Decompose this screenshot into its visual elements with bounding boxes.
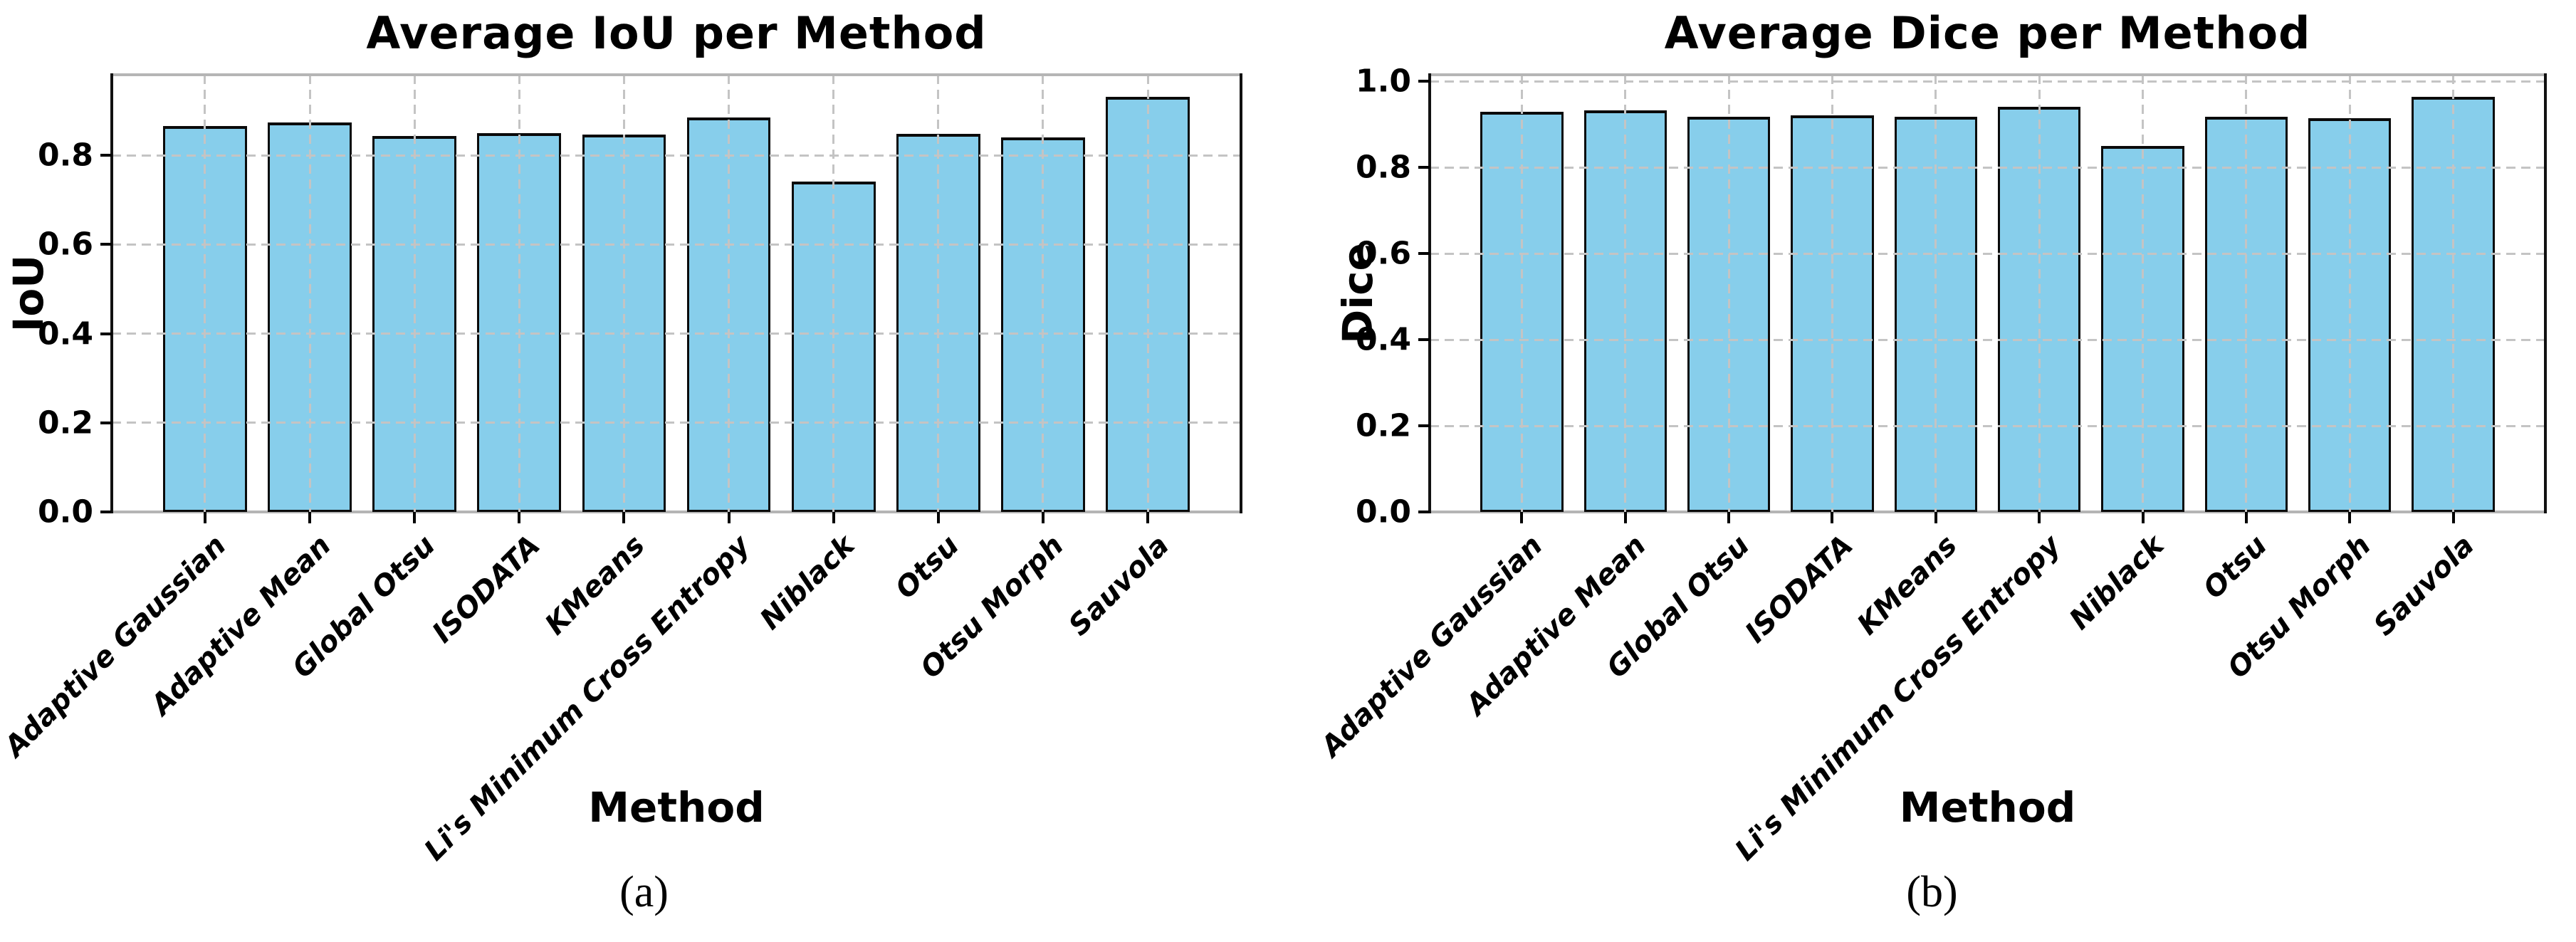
- bar-isodata: [1791, 115, 1874, 512]
- x-tick-adaptive-gaussian: [1520, 512, 1524, 523]
- y-tick-label-0.6: 0.6: [38, 226, 93, 263]
- x-tick-isodata: [1831, 512, 1834, 523]
- left-spine: [1428, 73, 1431, 513]
- bar-isodata: [477, 133, 562, 512]
- bar-adaptive-gaussian: [163, 125, 247, 512]
- x-tick-otsu-morph: [2348, 512, 2352, 523]
- bar-adaptive-mean: [1583, 110, 1667, 512]
- bar-kmeans: [1894, 117, 1977, 512]
- y-tick-label-0.4: 0.4: [1356, 321, 1411, 358]
- bar-otsu-morph: [1001, 137, 1085, 512]
- x-tick-label-otsu: Otsu: [889, 529, 966, 606]
- x-tick-otsu: [2244, 512, 2248, 523]
- y-tick-0.4: [100, 332, 112, 335]
- y-tick-label-0.8: 0.8: [1356, 149, 1411, 186]
- y-tick-0.8: [1418, 166, 1430, 169]
- plot-area-dice: 0.0 0.2 0.4 0.6 0.8 1.0 Adaptive Gaussian Adapt…: [1315, 63, 2547, 867]
- x-tick-label-sauvola: Sauvola: [2367, 529, 2481, 642]
- bar-global-otsu: [372, 135, 457, 512]
- y-tick-0.2: [100, 421, 112, 424]
- right-spine: [2544, 73, 2547, 513]
- subfigure-caption-a: (a): [619, 868, 669, 916]
- y-tick-label-0.0: 0.0: [1356, 493, 1411, 530]
- bar-adaptive-mean: [268, 122, 352, 512]
- x-tick-label-isodata: ISODATA: [1739, 529, 1860, 650]
- right-spine: [1240, 73, 1242, 513]
- x-tick-global-otsu: [413, 512, 417, 523]
- h-gridline-1.0: [1430, 80, 2545, 83]
- y-tick-0.6: [1418, 252, 1430, 256]
- y-tick-0.4: [1418, 338, 1430, 342]
- x-tick-label-isodata: ISODATA: [426, 529, 547, 650]
- plot-area-iou: 0.0 0.2 0.4 0.6 0.8 Adaptive Gaussian Adaptive…: [0, 73, 1242, 867]
- x-tick-kmeans: [622, 512, 626, 523]
- x-tick-adaptive-mean: [1623, 512, 1627, 523]
- y-tick-label-0.2: 0.2: [38, 404, 93, 441]
- y-tick-1.0: [1418, 80, 1430, 83]
- y-tick-label-0.8: 0.8: [38, 137, 93, 174]
- y-tick-label-0.6: 0.6: [1356, 235, 1411, 272]
- bottom-spine: [112, 511, 1241, 513]
- x-tick-li-s-minimum-cross-entropy: [2038, 512, 2041, 523]
- y-tick-label-1.0: 1.0: [1356, 63, 1411, 100]
- bar-kmeans: [582, 134, 666, 512]
- x-axis-label-method: Method: [1899, 783, 2076, 832]
- y-tick-label-0.4: 0.4: [38, 315, 93, 352]
- bottom-spine: [1430, 511, 2545, 513]
- bar-otsu-morph: [2308, 118, 2392, 512]
- bar-li-s-minimum-cross-entropy: [686, 117, 771, 512]
- y-tick-0.0: [100, 511, 112, 513]
- left-spine: [110, 73, 113, 513]
- x-tick-label-niblack: Niblack: [753, 529, 862, 637]
- y-tick-0.2: [1418, 424, 1430, 427]
- top-spine: [112, 73, 1241, 76]
- bar-li-s-minimum-cross-entropy: [1998, 106, 2081, 512]
- bar-niblack: [791, 182, 876, 512]
- x-tick-label-adaptive-mean: Adaptive Mean: [145, 529, 337, 722]
- top-spine: [1430, 73, 2545, 76]
- bar-sauvola: [2412, 96, 2495, 512]
- bar-niblack: [2101, 145, 2184, 512]
- y-tick-0.6: [100, 243, 112, 246]
- bar-otsu: [2204, 116, 2288, 512]
- y-tick-0.8: [100, 154, 112, 157]
- x-tick-adaptive-mean: [308, 512, 312, 523]
- bar-otsu: [896, 134, 980, 512]
- y-tick-0.0: [1418, 511, 1430, 513]
- x-tick-label-niblack: Niblack: [2063, 529, 2171, 637]
- x-tick-kmeans: [1934, 512, 1937, 523]
- x-tick-label-sauvola: Sauvola: [1062, 529, 1176, 642]
- x-tick-label-kmeans: KMeans: [539, 529, 651, 642]
- subfigure-caption-b: (b): [1906, 868, 1958, 916]
- x-tick-sauvola: [2451, 512, 2455, 523]
- bar-adaptive-gaussian: [1480, 112, 1564, 512]
- x-tick-otsu-morph: [1041, 512, 1044, 523]
- x-tick-global-otsu: [1727, 512, 1731, 523]
- bar-global-otsu: [1687, 117, 1771, 512]
- chart-title-dice: Average Dice per Method: [1664, 7, 2311, 59]
- subfigure-b: Average Dice per Method Dice 0.0 0.2 0.4 0.…: [1288, 0, 2576, 942]
- x-tick-label-adaptive-mean: Adaptive Mean: [1460, 529, 1653, 722]
- subfigure-a: Average IoU per Method IoU 0.0 0.2 0.4 0.6 0…: [0, 7, 1242, 916]
- x-tick-niblack: [2141, 512, 2145, 523]
- x-tick-adaptive-gaussian: [203, 512, 206, 523]
- bar-sauvola: [1106, 96, 1190, 512]
- x-tick-li-s-minimum-cross-entropy: [727, 512, 731, 523]
- x-tick-isodata: [518, 512, 521, 523]
- y-tick-label-0.2: 0.2: [1356, 407, 1411, 444]
- x-tick-sauvola: [1146, 512, 1150, 523]
- chart-title-iou: Average IoU per Method: [366, 7, 987, 59]
- y-tick-label-0.0: 0.0: [38, 493, 93, 530]
- x-tick-label-kmeans: KMeans: [1850, 529, 1964, 642]
- x-tick-otsu: [936, 512, 940, 523]
- x-tick-niblack: [832, 512, 835, 523]
- x-tick-label-otsu: Otsu: [2197, 529, 2274, 606]
- x-axis-label-method: Method: [588, 783, 765, 832]
